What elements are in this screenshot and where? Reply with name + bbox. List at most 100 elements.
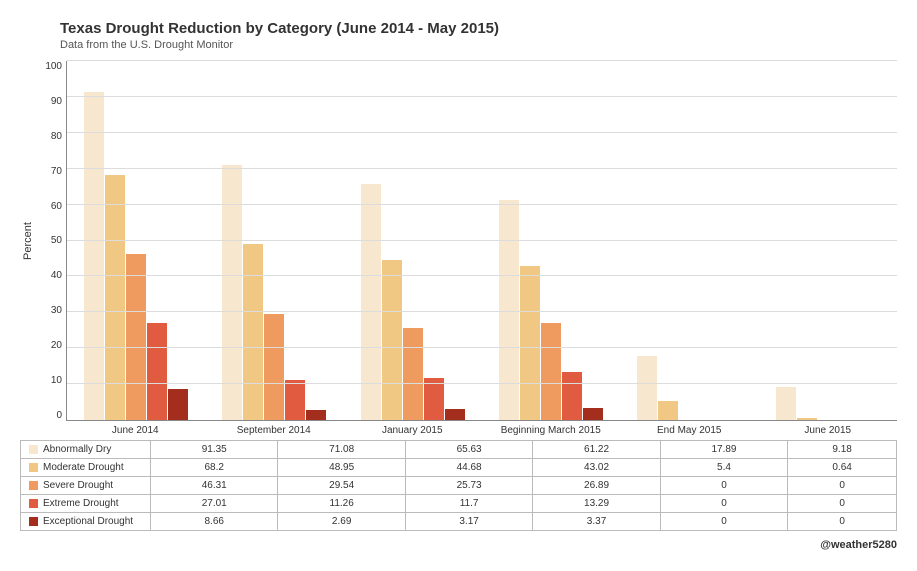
data-cell: 44.68: [405, 459, 532, 477]
y-axis-label: Percent: [20, 61, 38, 421]
data-cell: 91.35: [151, 441, 278, 459]
legend-label: Severe Drought: [43, 480, 113, 491]
bar: [562, 372, 582, 420]
bar: [445, 409, 465, 420]
grid-line: [67, 383, 897, 384]
y-tick: 50: [51, 235, 62, 246]
grid-line: [67, 96, 897, 97]
bar: [541, 323, 561, 420]
data-cell: 2.69: [278, 513, 405, 531]
x-tick-label: Beginning March 2015: [482, 421, 621, 440]
data-cell: 71.08: [278, 441, 405, 459]
data-cell: 13.29: [533, 495, 660, 513]
legend-cell: Extreme Drought: [21, 495, 151, 513]
bar: [637, 356, 657, 420]
data-cell: 3.17: [405, 513, 532, 531]
grid-line: [67, 311, 897, 312]
grid-line: [67, 60, 897, 61]
bar-group: [344, 61, 482, 420]
grid-line: [67, 240, 897, 241]
y-tick: 80: [51, 131, 62, 142]
credit: @weather5280: [20, 539, 897, 551]
data-cell: 65.63: [405, 441, 532, 459]
bar: [264, 314, 284, 420]
data-cell: 27.01: [151, 495, 278, 513]
legend-swatch: [29, 445, 38, 454]
chart-container: Texas Drought Reduction by Category (Jun…: [20, 20, 897, 551]
bar: [126, 254, 146, 420]
bar-group: [759, 61, 897, 420]
x-tick-label: End May 2015: [620, 421, 759, 440]
bar-group: [67, 61, 205, 420]
grid-line: [67, 347, 897, 348]
legend-swatch: [29, 499, 38, 508]
x-tick-label: January 2015: [343, 421, 482, 440]
table-row: Moderate Drought68.248.9544.6843.025.40.…: [21, 459, 897, 477]
data-cell: 0: [660, 477, 787, 495]
x-axis-labels: June 2014September 2014January 2015Begin…: [66, 421, 897, 440]
legend-cell: Abnormally Dry: [21, 441, 151, 459]
data-cell: 29.54: [278, 477, 405, 495]
data-cell: 3.37: [533, 513, 660, 531]
y-tick: 70: [51, 166, 62, 177]
data-cell: 61.22: [533, 441, 660, 459]
y-axis-ticks: 1009080706050403020100: [38, 61, 66, 421]
data-cell: 43.02: [533, 459, 660, 477]
data-cell: 0: [660, 495, 787, 513]
data-cell: 0: [788, 495, 897, 513]
legend-label: Abnormally Dry: [43, 444, 111, 455]
bar: [499, 200, 519, 420]
x-tick-label: September 2014: [205, 421, 344, 440]
data-cell: 9.18: [788, 441, 897, 459]
data-cell: 11.7: [405, 495, 532, 513]
data-cell: 25.73: [405, 477, 532, 495]
table-row: Extreme Drought27.0111.2611.713.2900: [21, 495, 897, 513]
chart-title: Texas Drought Reduction by Category (Jun…: [60, 20, 897, 37]
legend-label: Moderate Drought: [43, 462, 124, 473]
y-tick: 90: [51, 96, 62, 107]
bar: [84, 92, 104, 420]
data-cell: 48.95: [278, 459, 405, 477]
legend-cell: Moderate Drought: [21, 459, 151, 477]
bar: [243, 244, 263, 420]
bar: [285, 380, 305, 420]
bar: [583, 408, 603, 420]
legend-cell: Exceptional Drought: [21, 513, 151, 531]
legend-cell: Severe Drought: [21, 477, 151, 495]
grid-line: [67, 275, 897, 276]
data-cell: 11.26: [278, 495, 405, 513]
grid-line: [67, 204, 897, 205]
legend-swatch: [29, 517, 38, 526]
table-row: Severe Drought46.3129.5425.7326.8900: [21, 477, 897, 495]
bar: [382, 260, 402, 420]
data-table: Abnormally Dry91.3571.0865.6361.2217.899…: [20, 440, 897, 531]
data-cell: 46.31: [151, 477, 278, 495]
data-cell: 8.66: [151, 513, 278, 531]
legend-swatch: [29, 481, 38, 490]
bar: [797, 418, 817, 420]
y-tick: 40: [51, 270, 62, 281]
data-cell: 0: [788, 477, 897, 495]
y-tick: 0: [56, 410, 62, 421]
bar: [306, 410, 326, 420]
bar-group: [482, 61, 620, 420]
bar: [147, 323, 167, 420]
bar-group: [205, 61, 343, 420]
table-row: Exceptional Drought8.662.693.173.3700: [21, 513, 897, 531]
y-tick: 10: [51, 375, 62, 386]
bar: [403, 328, 423, 420]
x-tick-label: June 2014: [66, 421, 205, 440]
legend-label: Extreme Drought: [43, 498, 119, 509]
chart-subtitle: Data from the U.S. Drought Monitor: [60, 39, 897, 51]
y-tick: 20: [51, 340, 62, 351]
data-cell: 0.64: [788, 459, 897, 477]
table-row: Abnormally Dry91.3571.0865.6361.2217.899…: [21, 441, 897, 459]
bar-group: [620, 61, 758, 420]
grid-line: [67, 168, 897, 169]
data-cell: 0: [660, 513, 787, 531]
bar: [520, 266, 540, 420]
bar-groups: [67, 61, 897, 420]
plot: [66, 61, 897, 421]
legend-label: Exceptional Drought: [43, 516, 133, 527]
x-tick-label: June 2015: [759, 421, 898, 440]
